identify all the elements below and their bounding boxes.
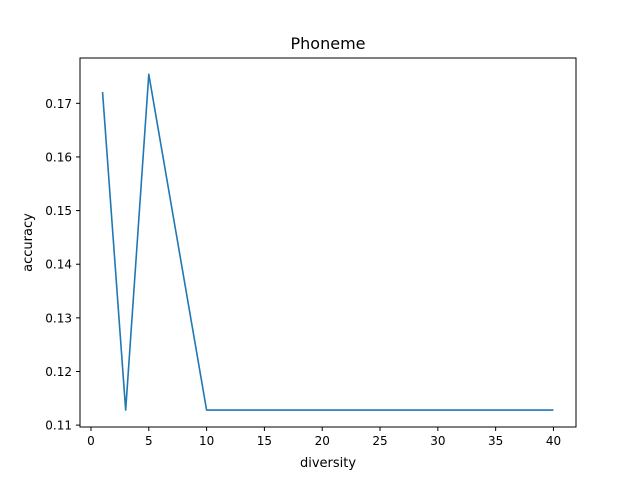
x-tick-label: 15 [257, 434, 272, 448]
y-tick-label: 0.13 [45, 311, 72, 325]
x-tick-label: 30 [430, 434, 445, 448]
y-tick-label: 0.17 [45, 97, 72, 111]
x-tick-label: 0 [87, 434, 95, 448]
y-axis-label: accuracy [21, 213, 36, 272]
x-tick-label: 25 [372, 434, 387, 448]
x-tick-label: 20 [315, 434, 330, 448]
y-tick-label: 0.15 [45, 204, 72, 218]
y-tick-label: 0.12 [45, 365, 72, 379]
x-tick-label: 10 [199, 434, 214, 448]
x-tick-label: 40 [546, 434, 561, 448]
y-tick-label: 0.14 [45, 258, 72, 272]
series-layer [101, 73, 554, 411]
x-axis-ticks: 0 5 10 15 20 25 30 35 40 [87, 427, 561, 448]
y-axis-ticks: 0.11 0.12 0.13 0.14 0.15 0.16 0.17 [45, 97, 80, 433]
x-axis-label: diversity [300, 456, 356, 471]
chart-title: Phoneme [291, 34, 366, 53]
plot-area [79, 57, 577, 428]
x-tick-label: 35 [488, 434, 503, 448]
x-tick-label: 5 [145, 434, 153, 448]
axes-frame [79, 57, 577, 428]
y-tick-label: 0.11 [45, 419, 72, 433]
y-tick-label: 0.16 [45, 150, 72, 164]
